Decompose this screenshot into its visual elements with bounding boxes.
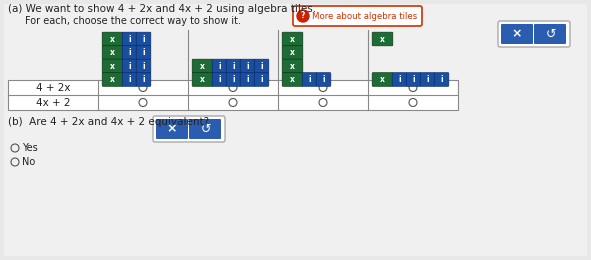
Text: x: x [110, 62, 115, 70]
FancyBboxPatch shape [102, 59, 123, 73]
Circle shape [297, 10, 309, 22]
Text: i: i [128, 35, 131, 43]
Text: x: x [110, 35, 115, 43]
FancyBboxPatch shape [136, 73, 151, 86]
FancyBboxPatch shape [136, 46, 151, 59]
FancyBboxPatch shape [254, 59, 269, 73]
Text: i: i [142, 48, 145, 57]
FancyBboxPatch shape [501, 24, 533, 44]
Text: x: x [380, 75, 385, 84]
Text: i: i [218, 75, 221, 84]
Text: Yes: Yes [22, 143, 38, 153]
FancyBboxPatch shape [316, 73, 331, 86]
Text: ×: × [512, 28, 522, 41]
FancyBboxPatch shape [156, 119, 188, 139]
Text: More about algebra tiles: More about algebra tiles [312, 11, 417, 21]
FancyBboxPatch shape [8, 80, 458, 110]
FancyBboxPatch shape [212, 73, 227, 86]
Text: x: x [290, 62, 295, 70]
Text: ↺: ↺ [201, 122, 211, 135]
FancyBboxPatch shape [192, 73, 213, 86]
Text: i: i [260, 75, 263, 84]
Text: x: x [290, 75, 295, 84]
FancyBboxPatch shape [192, 59, 213, 73]
Text: x: x [290, 48, 295, 57]
Text: i: i [128, 75, 131, 84]
Text: i: i [308, 75, 311, 84]
FancyBboxPatch shape [212, 59, 227, 73]
FancyBboxPatch shape [136, 32, 151, 46]
FancyBboxPatch shape [226, 73, 241, 86]
Text: i: i [260, 62, 263, 70]
Text: For each, choose the correct way to show it.: For each, choose the correct way to show… [25, 16, 241, 26]
FancyBboxPatch shape [372, 32, 393, 46]
Text: i: i [426, 75, 429, 84]
Text: i: i [440, 75, 443, 84]
FancyBboxPatch shape [226, 59, 241, 73]
FancyBboxPatch shape [240, 73, 255, 86]
Text: (a) We want to show 4 + 2x and 4x + 2 using algebra tiles.: (a) We want to show 4 + 2x and 4x + 2 us… [8, 4, 316, 14]
FancyBboxPatch shape [136, 59, 151, 73]
FancyBboxPatch shape [153, 116, 225, 142]
FancyBboxPatch shape [282, 32, 303, 46]
Text: x: x [200, 62, 205, 70]
Text: i: i [128, 62, 131, 70]
Text: i: i [142, 62, 145, 70]
FancyBboxPatch shape [4, 4, 587, 256]
Text: i: i [398, 75, 401, 84]
FancyBboxPatch shape [122, 32, 137, 46]
FancyBboxPatch shape [240, 59, 255, 73]
Text: x: x [110, 48, 115, 57]
Text: i: i [128, 48, 131, 57]
FancyBboxPatch shape [302, 73, 317, 86]
Text: i: i [246, 62, 249, 70]
FancyBboxPatch shape [534, 24, 566, 44]
Text: 4 + 2x: 4 + 2x [35, 82, 70, 93]
Text: ?: ? [301, 11, 305, 20]
Text: i: i [412, 75, 415, 84]
FancyBboxPatch shape [189, 119, 221, 139]
FancyBboxPatch shape [282, 73, 303, 86]
FancyBboxPatch shape [282, 46, 303, 59]
FancyBboxPatch shape [122, 73, 137, 86]
Text: i: i [218, 62, 221, 70]
Text: x: x [110, 75, 115, 84]
Text: i: i [142, 75, 145, 84]
FancyBboxPatch shape [254, 73, 269, 86]
FancyBboxPatch shape [372, 73, 393, 86]
Text: i: i [142, 35, 145, 43]
Text: x: x [200, 75, 205, 84]
FancyBboxPatch shape [406, 73, 421, 86]
FancyBboxPatch shape [293, 6, 422, 26]
Text: ×: × [167, 122, 177, 135]
FancyBboxPatch shape [102, 32, 123, 46]
FancyBboxPatch shape [102, 73, 123, 86]
FancyBboxPatch shape [392, 73, 407, 86]
Text: 4x + 2: 4x + 2 [35, 98, 70, 107]
Text: x: x [380, 35, 385, 43]
FancyBboxPatch shape [282, 59, 303, 73]
Text: i: i [232, 62, 235, 70]
Text: i: i [232, 75, 235, 84]
FancyBboxPatch shape [434, 73, 449, 86]
FancyBboxPatch shape [498, 21, 570, 47]
FancyBboxPatch shape [122, 46, 137, 59]
FancyBboxPatch shape [102, 46, 123, 59]
Text: i: i [322, 75, 325, 84]
Text: ↺: ↺ [545, 28, 556, 41]
Text: No: No [22, 157, 35, 167]
FancyBboxPatch shape [420, 73, 435, 86]
Text: x: x [290, 35, 295, 43]
Text: (b)  Are 4 + 2x and 4x + 2 equivalent?: (b) Are 4 + 2x and 4x + 2 equivalent? [8, 117, 209, 127]
Text: i: i [246, 75, 249, 84]
FancyBboxPatch shape [122, 59, 137, 73]
